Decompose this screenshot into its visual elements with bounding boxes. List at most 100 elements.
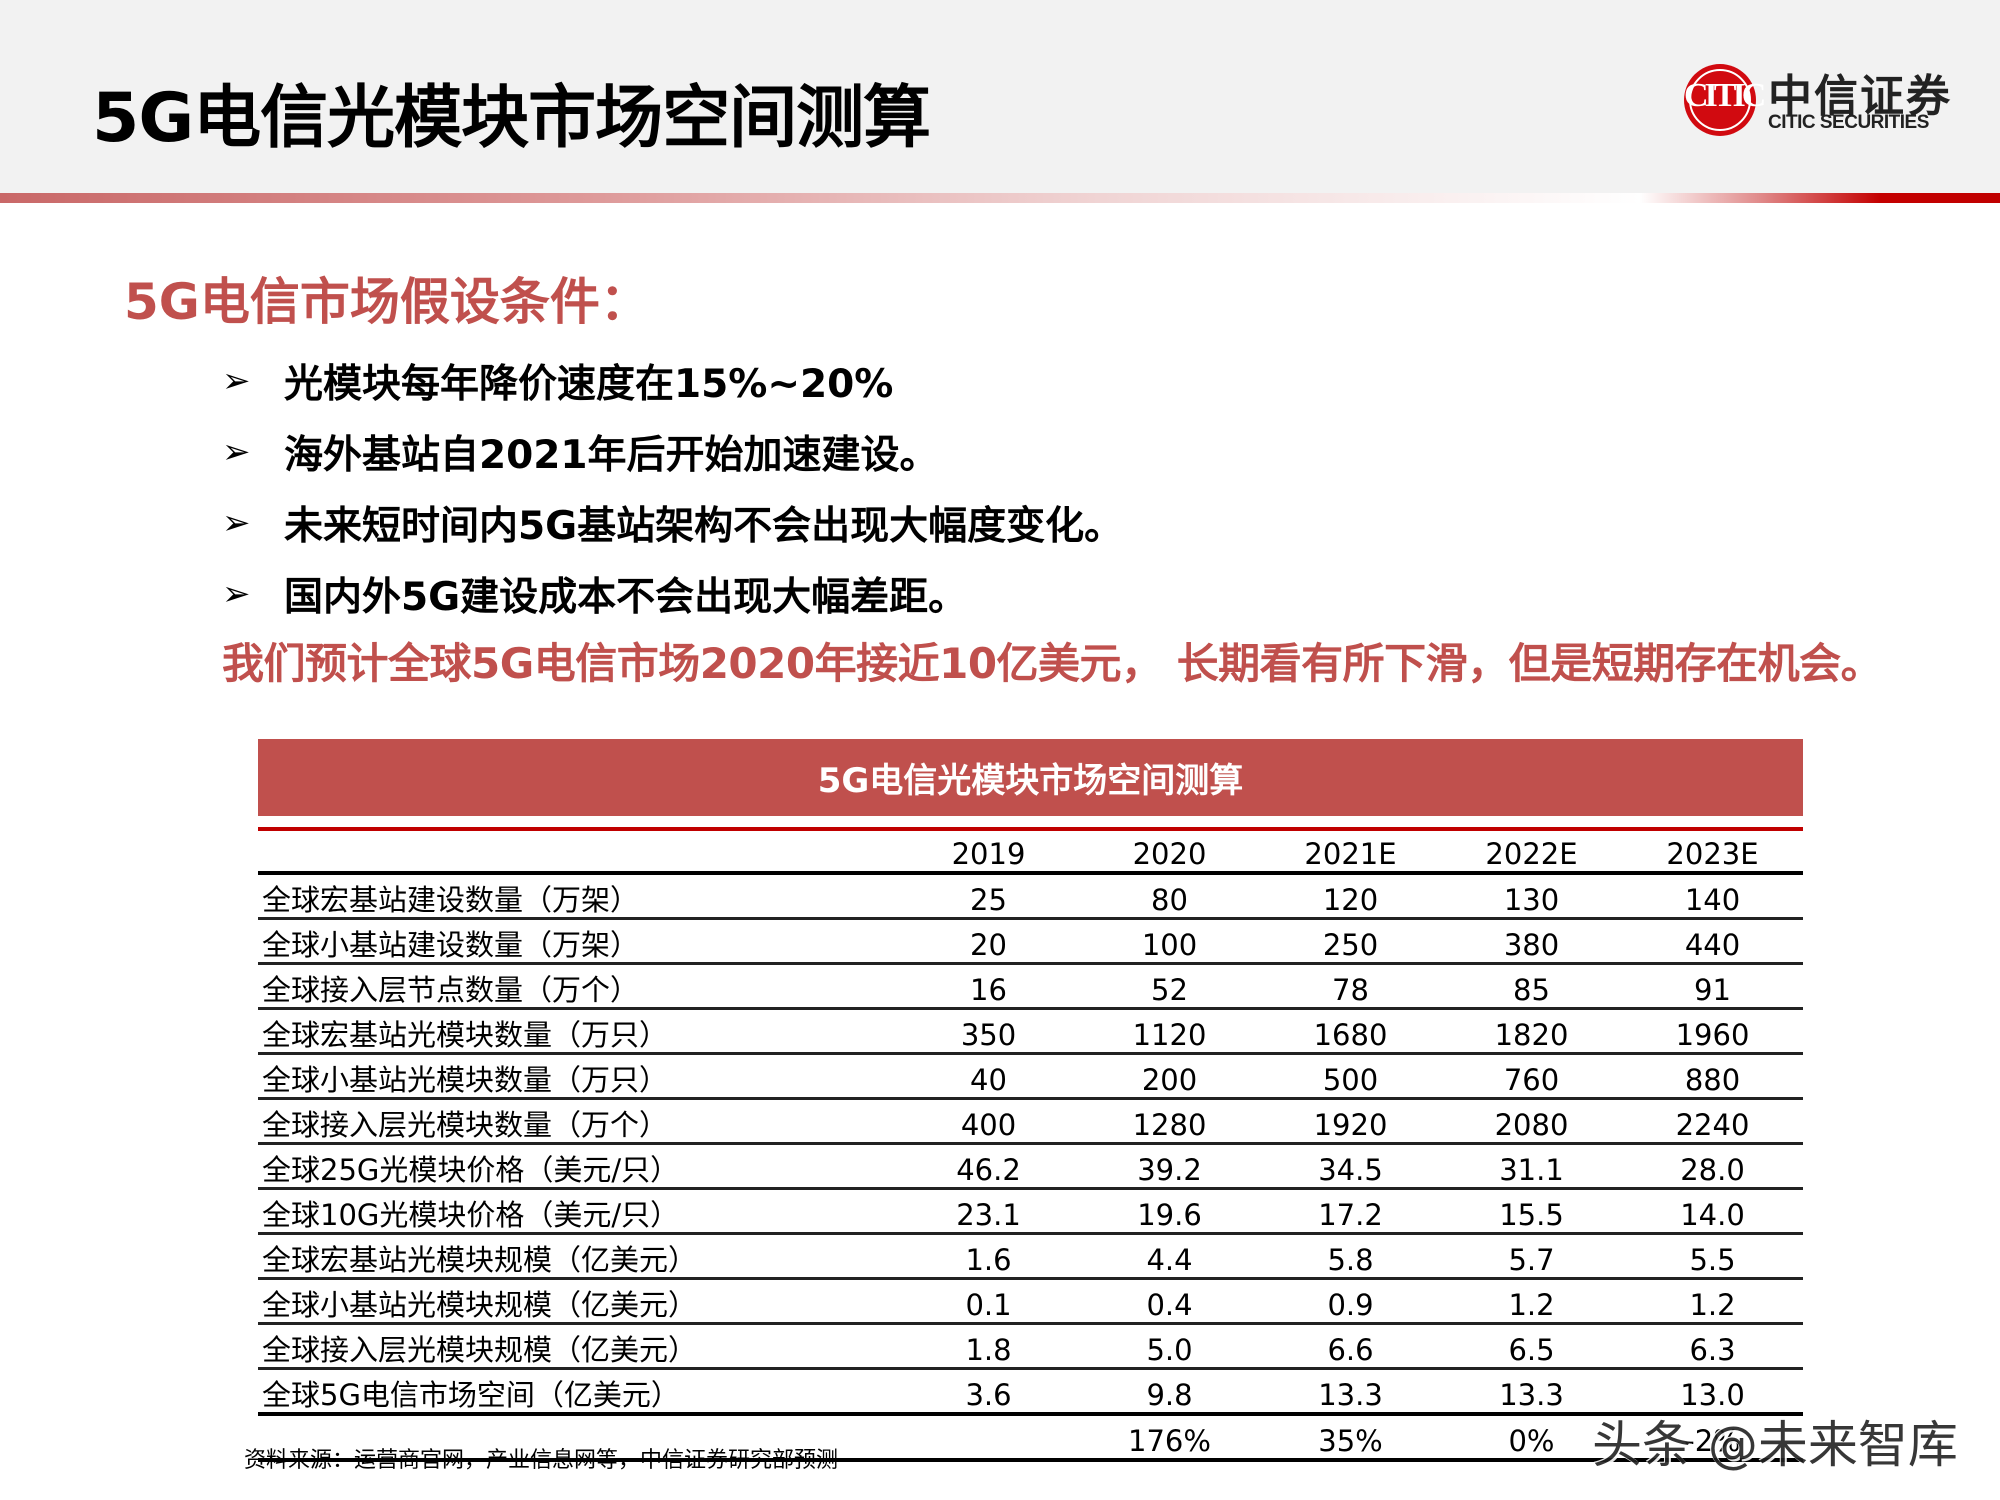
cell-value: 13.3	[1441, 1368, 1622, 1416]
growth-value: -2%	[1622, 1414, 1803, 1462]
cell-value: 14.0	[1622, 1188, 1803, 1235]
cell-value: 4.4	[1079, 1233, 1260, 1280]
table-row: 全球小基站建设数量（万架） 20 100 250 380 440	[258, 918, 1803, 965]
cell-value: 13.3	[1260, 1368, 1441, 1416]
cell-value: 52	[1079, 963, 1260, 1010]
cell-value: 6.6	[1260, 1323, 1441, 1370]
row-label: 全球宏基站建设数量（万架）	[258, 873, 898, 920]
cell-value: 880	[1622, 1053, 1803, 1100]
logo-name-cn: 中信证券	[1768, 71, 1952, 122]
table-row: 全球10G光模块价格（美元/只） 23.1 19.6 17.2 15.5 14.0	[258, 1188, 1803, 1235]
cell-value: 440	[1622, 918, 1803, 965]
cell-value: 13.0	[1622, 1368, 1803, 1416]
growth-value: 176%	[1079, 1414, 1260, 1462]
table-row: 全球25G光模块价格（美元/只） 46.2 39.2 34.5 31.1 28.0	[258, 1143, 1803, 1190]
cell-value: 1.2	[1622, 1278, 1803, 1325]
row-label: 全球宏基站光模块数量（万只）	[258, 1008, 898, 1055]
cell-value: 350	[898, 1008, 1079, 1055]
column-header: 2022E	[1441, 831, 1622, 875]
cell-value: 2080	[1441, 1098, 1622, 1145]
table-header-row: 2019 2020 2021E 2022E 2023E	[258, 831, 1803, 875]
cell-value: 1.6	[898, 1233, 1079, 1280]
cell-value: 2240	[1622, 1098, 1803, 1145]
cell-value: 400	[898, 1098, 1079, 1145]
table-row: 全球接入层光模块数量（万个） 400 1280 1920 2080 2240	[258, 1098, 1803, 1145]
table-row: 全球宏基站光模块规模（亿美元） 1.6 4.4 5.8 5.7 5.5	[258, 1233, 1803, 1280]
logo-name-en: CITIC SECURITIES	[1768, 112, 1929, 133]
cell-value: 28.0	[1622, 1143, 1803, 1190]
cell-value: 40	[898, 1053, 1079, 1100]
cell-value: 15.5	[1441, 1188, 1622, 1235]
cell-value: 1820	[1441, 1008, 1622, 1055]
cell-value: 31.1	[1441, 1143, 1622, 1190]
cell-value: 19.6	[1079, 1188, 1260, 1235]
row-label: 全球小基站光模块数量（万只）	[258, 1053, 898, 1100]
table-red-rule	[258, 827, 1803, 831]
row-label: 全球小基站建设数量（万架）	[258, 918, 898, 965]
table-row: 全球小基站光模块规模（亿美元） 0.1 0.4 0.9 1.2 1.2	[258, 1278, 1803, 1325]
cell-value: 100	[1079, 918, 1260, 965]
slide-header: 5G电信光模块市场空间测算 CITIC 中信证券 CITIC SECURITIE…	[0, 0, 2000, 193]
row-label: 全球接入层光模块数量（万个）	[258, 1098, 898, 1145]
list-item: ➢ 国内外5G建设成本不会出现大幅差距。	[222, 573, 968, 620]
citic-logo-icon: CITIC	[1684, 64, 1766, 136]
growth-value	[898, 1414, 1079, 1462]
cell-value: 5.0	[1079, 1323, 1260, 1370]
cell-value: 39.2	[1079, 1143, 1260, 1190]
cell-value: 85	[1441, 963, 1622, 1010]
cell-value: 500	[1260, 1053, 1441, 1100]
cell-value: 6.5	[1441, 1323, 1622, 1370]
cell-value: 9.8	[1079, 1368, 1260, 1416]
column-header: 2023E	[1622, 831, 1803, 875]
cell-value: 120	[1260, 873, 1441, 920]
column-header: 2020	[1079, 831, 1260, 875]
cell-value: 1.2	[1441, 1278, 1622, 1325]
cell-value: 1.8	[898, 1323, 1079, 1370]
list-item: ➢ 未来短时间内5G基站架构不会出现大幅度变化。	[222, 502, 1124, 549]
cell-value: 80	[1079, 873, 1260, 920]
cell-value: 0.9	[1260, 1278, 1441, 1325]
market-estimate-table: 2019 2020 2021E 2022E 2023E 全球宏基站建设数量（万架…	[258, 831, 1803, 1462]
cell-value: 25	[898, 873, 1079, 920]
cell-value: 17.2	[1260, 1188, 1441, 1235]
cell-value: 5.8	[1260, 1233, 1441, 1280]
growth-value: 0%	[1441, 1414, 1622, 1462]
watermark: 头条 @未来智库	[1592, 1416, 1958, 1474]
row-label: 全球宏基站光模块规模（亿美元）	[258, 1233, 898, 1280]
assumptions-list: ➢ 光模块每年降价速度在15%~20% ➢ 海外基站自2021年后开始加速建设。 ➢…	[222, 345, 1123, 629]
cell-value: 6.3	[1622, 1323, 1803, 1370]
growth-row: 176% 35% 0% -2%	[258, 1414, 1803, 1462]
header-divider	[0, 193, 2000, 203]
column-header: 2021E	[1260, 831, 1441, 875]
list-item: ➢ 光模块每年降价速度在15%~20%	[222, 360, 894, 407]
cell-value: 760	[1441, 1053, 1622, 1100]
conclusion-text: 我们预计全球5G电信市场2020年接近10亿美元， 长期看有所下滑，但是短期存在…	[222, 639, 1883, 688]
cell-value: 250	[1260, 918, 1441, 965]
table-row: 全球接入层光模块规模（亿美元） 1.8 5.0 6.6 6.5 6.3	[258, 1323, 1803, 1370]
table-row: 全球宏基站建设数量（万架） 25 80 120 130 140	[258, 873, 1803, 920]
arrow-bullet-icon: ➢	[222, 573, 251, 614]
cell-value: 78	[1260, 963, 1441, 1010]
cell-value: 1960	[1622, 1008, 1803, 1055]
row-label: 全球小基站光模块规模（亿美元）	[258, 1278, 898, 1325]
cell-value: 1680	[1260, 1008, 1441, 1055]
list-item: ➢ 海外基站自2021年后开始加速建设。	[222, 431, 939, 478]
column-header: 2019	[898, 831, 1079, 875]
assumptions-heading: 5G电信市场假设条件：	[124, 273, 650, 331]
cell-value: 140	[1622, 873, 1803, 920]
row-label	[258, 1414, 898, 1462]
cell-value: 200	[1079, 1053, 1260, 1100]
table-row: 全球小基站光模块数量（万只） 40 200 500 760 880	[258, 1053, 1803, 1100]
row-label: 全球25G光模块价格（美元/只）	[258, 1143, 898, 1190]
source-note: 资料来源：运营商官网，产业信息网等，中信证券研究部预测	[244, 1448, 839, 1473]
arrow-bullet-icon: ➢	[222, 502, 251, 543]
table-row: 全球接入层节点数量（万个） 16 52 78 85 91	[258, 963, 1803, 1010]
table-title-banner: 5G电信光模块市场空间测算	[258, 739, 1803, 816]
cell-value: 23.1	[898, 1188, 1079, 1235]
cell-value: 91	[1622, 963, 1803, 1010]
cell-value: 1920	[1260, 1098, 1441, 1145]
cell-value: 1280	[1079, 1098, 1260, 1145]
cell-value: 0.4	[1079, 1278, 1260, 1325]
cell-value: 46.2	[898, 1143, 1079, 1190]
cell-value: 5.7	[1441, 1233, 1622, 1280]
